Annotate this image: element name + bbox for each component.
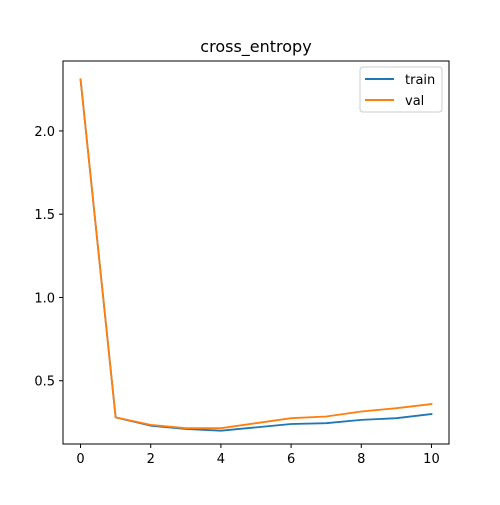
axes-frame [62,60,450,445]
x-tick-label: 6 [287,452,295,467]
x-tick-label: 10 [423,452,440,467]
x-tick-label: 2 [147,452,155,467]
x-tick-label: 4 [217,452,225,467]
y-tick-label: 1.5 [34,208,55,223]
chart-title: cross_entropy [200,37,311,57]
y-tick-label: 2.0 [34,125,55,140]
series-line-train [79,78,433,432]
plot-area: 0 2 4 6 8 10 0.5 1.0 1.5 2.0 [34,78,440,467]
legend-label-val: val [405,94,424,109]
x-tick-label: 8 [357,452,365,467]
x-tick-label: 0 [76,452,84,467]
legend: train val [359,66,443,113]
y-tick-label: 1.0 [34,291,55,306]
y-tick-label: 0.5 [34,375,55,390]
legend-label-train: train [405,73,435,88]
series-line-val [79,78,433,430]
